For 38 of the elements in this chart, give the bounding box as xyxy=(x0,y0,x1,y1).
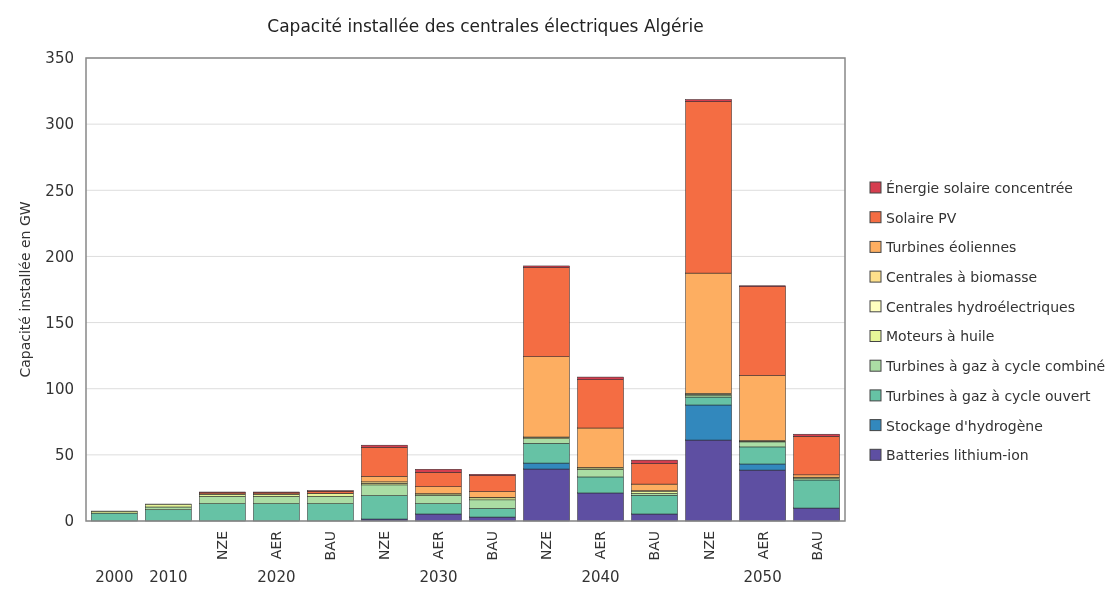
y-tick-label: 300 xyxy=(45,115,74,134)
legend-label: Centrales à biomasse xyxy=(886,269,1038,285)
legend-label: Solaire PV xyxy=(886,209,957,226)
text: 2000 xyxy=(95,568,134,586)
legend-label: Moteurs à huile xyxy=(886,328,995,345)
y-axis-title: Capacité installée en GW xyxy=(17,201,33,378)
text: 2050 xyxy=(743,568,782,586)
chart-title: Capacité installée des centrales électriques Algérie xyxy=(267,16,704,36)
legend-label: Batteries lithium-ion xyxy=(886,447,1029,464)
y-tick-label: 150 xyxy=(45,313,74,332)
y-tick-label: 250 xyxy=(45,181,74,200)
legend-label: Centrales hydroélectriques xyxy=(886,298,1076,315)
x-tick-label: NZE xyxy=(700,531,717,560)
y-tick-label: 100 xyxy=(45,379,74,398)
text: 2020 xyxy=(257,568,296,586)
text: 2040 xyxy=(581,568,620,586)
x-tick-label: NZE xyxy=(376,531,393,560)
x-tick-label: AER xyxy=(754,530,771,560)
x-tick-label: AER xyxy=(592,530,609,560)
legend-label: Énergie solaire concentrée xyxy=(886,179,1073,196)
y-tick-label: 0 xyxy=(64,512,74,531)
x-tick-label: AER xyxy=(430,530,447,560)
legend-label: Turbines éoliennes xyxy=(885,239,1017,256)
legend-label: Stockage d'hydrogène xyxy=(886,417,1043,434)
x-tick-label: NZE xyxy=(214,531,231,560)
x-tick-label: BAU xyxy=(646,531,663,561)
text: 2010 xyxy=(149,568,188,586)
x-tick-label: BAU xyxy=(808,531,825,561)
x-tick-label: BAU xyxy=(484,531,501,561)
x-tick-label: AER xyxy=(268,530,285,560)
y-tick-label: 200 xyxy=(45,247,74,266)
y-tick-label: 50 xyxy=(54,446,74,465)
legend-label: Turbines à gaz à cycle combiné xyxy=(885,358,1106,375)
legend-label: Turbines à gaz à cycle ouvert xyxy=(885,387,1092,404)
x-tick-label: BAU xyxy=(322,531,339,561)
y-tick-label: 350 xyxy=(45,49,74,68)
text: 2030 xyxy=(419,568,458,586)
x-tick-label: NZE xyxy=(538,531,555,560)
